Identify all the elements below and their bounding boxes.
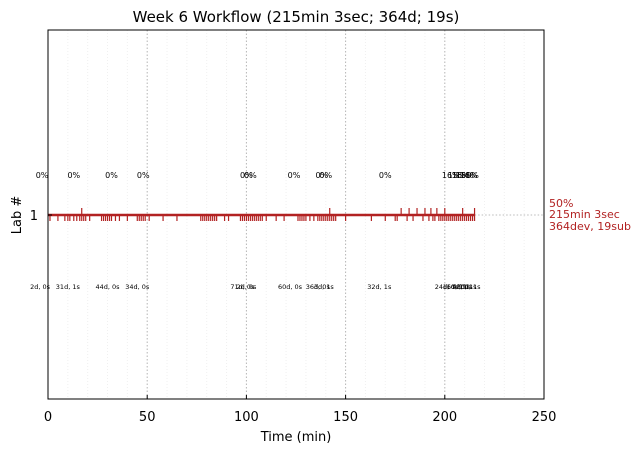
count-label: 10d, 1s xyxy=(447,283,472,291)
x-tick-label: 50 xyxy=(139,410,156,425)
y-axis: 1 xyxy=(30,209,52,224)
percent-label: 0% xyxy=(240,171,253,180)
summary-line-2: 215min 3sec xyxy=(549,208,620,221)
summary-label: 50% 215min 3sec 364dev, 19sub xyxy=(549,197,631,233)
x-axis-label: Time (min) xyxy=(260,430,332,445)
percent-label: 16% xyxy=(460,171,478,180)
summary-line-1: 50% xyxy=(549,197,573,210)
count-label: 24d, 1s xyxy=(435,283,460,291)
x-tick-label: 150 xyxy=(333,410,358,425)
x-tick-label: 0 xyxy=(44,410,52,425)
count-label: 34d, 0s xyxy=(125,283,150,291)
percent-label: 0% xyxy=(379,171,392,180)
count-label: 3d, 1s xyxy=(457,283,478,291)
percent-label: 0% xyxy=(67,171,80,180)
count-label: 32d, 1s xyxy=(367,283,392,291)
percent-label: 16% xyxy=(452,171,470,180)
percent-label: 0% xyxy=(288,171,301,180)
x-tick-label: 250 xyxy=(532,410,557,425)
percent-label: 0% xyxy=(315,171,328,180)
count-label: 0d, 1s xyxy=(461,283,482,291)
count-label: 60d, 0s xyxy=(278,283,303,291)
percent-label: 0% xyxy=(105,171,118,180)
percent-label: 0% xyxy=(319,171,332,180)
count-label: 4d, 1s xyxy=(453,283,474,291)
summary-line-3: 364dev, 19sub xyxy=(549,220,631,233)
count-label: 36d, 0s xyxy=(306,283,331,291)
y-tick-label: 1 xyxy=(30,209,38,224)
percent-label: 0% xyxy=(466,171,479,180)
count-label: 2d, 0s xyxy=(236,283,257,291)
percent-label: 16% xyxy=(442,171,460,180)
count-label: 71d, 0s xyxy=(230,283,255,291)
count-label: 44d, 0s xyxy=(95,283,120,291)
count-label: 3d, 1s xyxy=(314,283,335,291)
percent-label: 15% xyxy=(456,171,474,180)
percent-label: 0% xyxy=(36,171,49,180)
x-axis: 0 50 100 150 200 250 xyxy=(44,395,557,425)
percent-labels: 0% 0% 0% 0% 0%0% 0% 0%0% 0% 16%15%16%15%16%0% xyxy=(36,171,480,180)
count-label: 2d, 0s xyxy=(30,283,51,291)
chart-title: Week 6 Workflow (215min 3sec; 364d; 19s) xyxy=(133,8,460,26)
x-tick-label: 100 xyxy=(234,410,259,425)
y-axis-label: Lab # xyxy=(10,196,25,235)
count-label: 16d, 1s xyxy=(443,283,468,291)
percent-label: 15% xyxy=(448,171,466,180)
x-tick-label: 200 xyxy=(432,410,457,425)
percent-label: 0% xyxy=(137,171,150,180)
count-label: 31d, 1s xyxy=(56,283,81,291)
percent-label: 0% xyxy=(244,171,257,180)
